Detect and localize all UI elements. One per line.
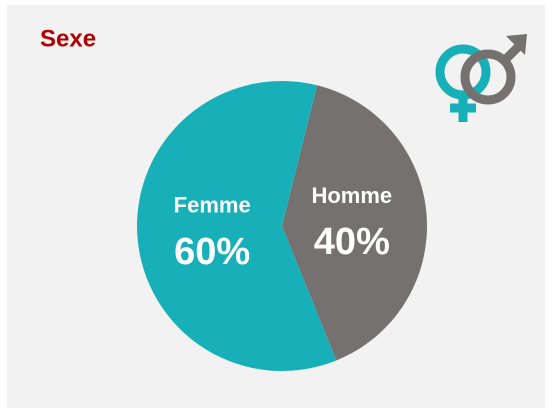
slice-value-label: 40%: [314, 221, 390, 263]
slice-category-label: Homme: [311, 183, 392, 208]
slice-value-label: 60%: [174, 231, 250, 273]
slice-category-label: Femme: [174, 193, 251, 218]
chart-title: Sexe: [40, 25, 96, 52]
gender-icon: [435, 34, 527, 122]
pie-slice: [282, 85, 427, 361]
pie-slice: [137, 81, 337, 372]
